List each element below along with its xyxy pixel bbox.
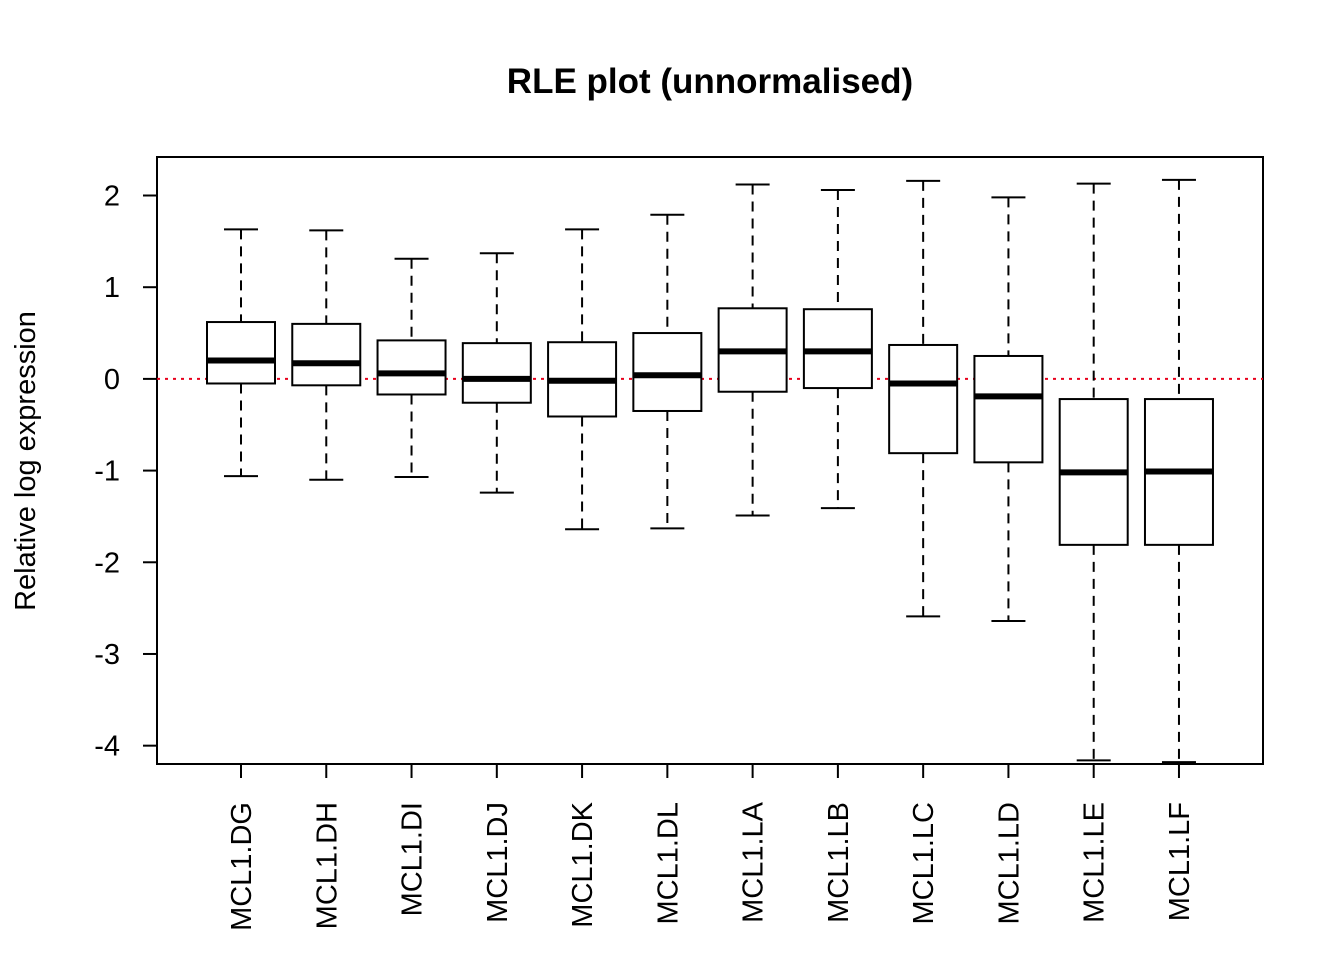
x-tick-label: MCL1.DK: [567, 801, 599, 927]
box-group: [376, 257, 447, 479]
boxes-layer: [206, 178, 1214, 764]
x-tick-label: MCL1.DI: [397, 802, 429, 916]
box-group: [973, 196, 1044, 622]
x-tick-label: MCL1.LD: [993, 802, 1025, 925]
x-tick-label: MCL1.DG: [226, 802, 258, 931]
x-tick-label: MCL1.LB: [823, 802, 855, 923]
y-axis-label: Relative log expression: [10, 311, 42, 611]
x-tick-label: MCL1.DJ: [482, 802, 514, 923]
iqr-box: [376, 339, 447, 396]
y-axis: -4 -3 -2 -1 0 1 2: [94, 181, 157, 763]
iqr-box: [632, 332, 703, 412]
iqr-box: [461, 342, 532, 404]
x-tick-label: MCL1.LF: [1164, 802, 1196, 921]
box-group: [461, 252, 532, 494]
box-group: [547, 228, 618, 531]
x-tick-label: MCL1.DL: [652, 802, 684, 925]
x-tick-label: MCL1.DH: [311, 802, 343, 929]
iqr-box: [888, 343, 959, 455]
box-group: [717, 183, 788, 517]
box-group: [291, 229, 362, 481]
x-axis: MCL1.DG MCL1.DH MCL1.DI MCL1.DJ MCL1.DK MCL1.…: [226, 764, 1196, 931]
box-group: [802, 189, 873, 510]
chart-title: RLE plot (unnormalised): [507, 62, 913, 101]
x-tick-label: MCL1.LA: [738, 801, 770, 923]
iqr-box: [973, 354, 1044, 464]
iqr-box: [291, 322, 362, 387]
box-group: [888, 179, 959, 618]
box-group: [206, 228, 276, 478]
box-group: [1143, 178, 1214, 764]
y-tick-label: 1: [104, 272, 120, 304]
x-tick-label: MCL1.LC: [908, 802, 940, 925]
box-group: [1058, 182, 1129, 762]
plot-frame: [156, 156, 1264, 765]
y-tick-label: -1: [94, 456, 120, 488]
y-tick-label: -3: [94, 639, 120, 671]
iqr-box: [206, 321, 276, 385]
y-tick-label: 2: [104, 181, 120, 213]
x-tick-label: MCL1.LE: [1079, 802, 1111, 923]
box-group: [632, 213, 703, 530]
y-tick-label: -4: [94, 731, 120, 763]
y-tick-label: 0: [104, 364, 120, 396]
y-tick-label: -2: [94, 547, 120, 579]
